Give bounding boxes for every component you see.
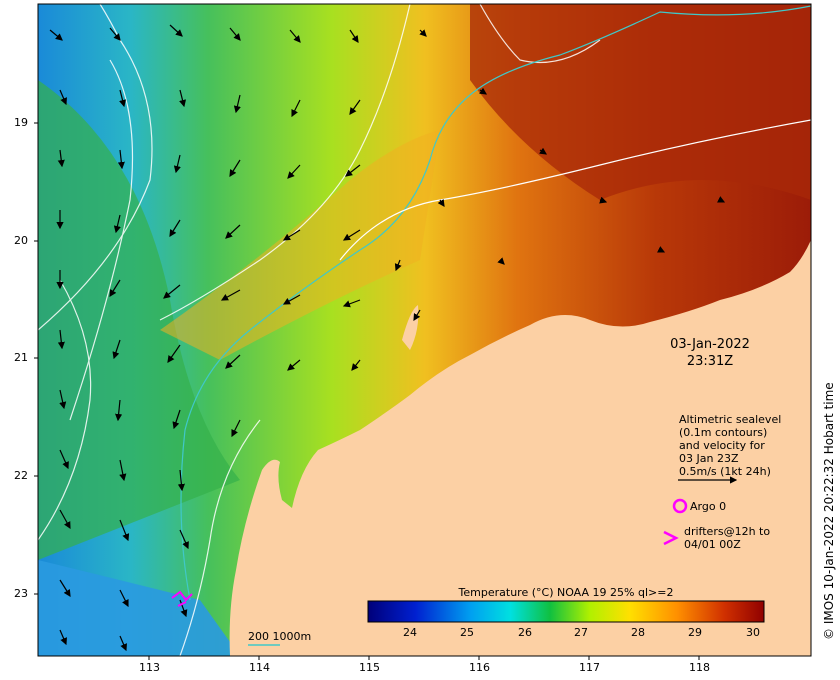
argo-marker-icon bbox=[672, 498, 688, 514]
cool-water-patch bbox=[38, 560, 240, 656]
x-tick-label: 116 bbox=[469, 661, 490, 674]
drifter-tracks bbox=[171, 590, 193, 607]
y-tick-label: 22 bbox=[14, 469, 28, 482]
x-tick-label: 114 bbox=[249, 661, 270, 674]
x-tick-label: 117 bbox=[579, 661, 600, 674]
colorbar-tick: 24 bbox=[403, 626, 417, 639]
drifters-label: drifters@12h to bbox=[684, 525, 771, 538]
y-tick-label: 21 bbox=[14, 351, 28, 364]
axis-ticks bbox=[34, 122, 700, 660]
legend-line: Altimetric sealevel bbox=[679, 413, 782, 426]
map-frame bbox=[37, 3, 812, 657]
green-band bbox=[38, 80, 240, 560]
argo-label: Argo 0 bbox=[690, 500, 727, 513]
isobath-200 bbox=[180, 5, 811, 601]
y-tick-label: 23 bbox=[14, 587, 28, 600]
colorbar-tick: 30 bbox=[746, 626, 760, 639]
colorbar-tick: 27 bbox=[574, 626, 588, 639]
legend-line: 03 Jan 23Z bbox=[679, 452, 739, 465]
depth-label: 200 1000m bbox=[248, 630, 312, 643]
x-tick-label: 113 bbox=[139, 661, 160, 674]
land-mass bbox=[229, 240, 811, 656]
colorbar-tick: 28 bbox=[631, 626, 645, 639]
y-tick-label: 20 bbox=[14, 234, 28, 247]
hot-northeast bbox=[470, 4, 811, 200]
credit-text: © IMOS 10-Jan-2022 20:22:32 Hobart time bbox=[822, 382, 836, 640]
date-label: 03-Jan-2022 bbox=[670, 337, 750, 352]
drifters-label: 04/01 00Z bbox=[684, 538, 741, 551]
colorbar bbox=[367, 600, 765, 623]
date-stamp: 03-Jan-2022 23:31Z bbox=[660, 336, 760, 370]
x-tick-label: 115 bbox=[359, 661, 380, 674]
time-label: 23:31Z bbox=[686, 354, 734, 369]
isobath-1000 bbox=[339, 119, 811, 261]
colorbar-tick: 25 bbox=[460, 626, 474, 639]
legend-line: and velocity for bbox=[679, 439, 765, 452]
colorbar-tick: 29 bbox=[688, 626, 702, 639]
legend-line: (0.1m contours) bbox=[679, 426, 768, 439]
colorbar-tick: 26 bbox=[518, 626, 532, 639]
colorbar-title: Temperature (°C) NOAA 19 25% ql>=2 bbox=[458, 586, 674, 599]
legend-line: 0.5m/s (1kt 24h) bbox=[679, 465, 771, 478]
warm-tongue bbox=[160, 130, 440, 360]
drifter-marker-icon bbox=[663, 530, 679, 546]
x-tick-label: 118 bbox=[689, 661, 710, 674]
y-tick-label: 19 bbox=[14, 116, 28, 129]
velocity-arrows bbox=[49, 24, 726, 652]
